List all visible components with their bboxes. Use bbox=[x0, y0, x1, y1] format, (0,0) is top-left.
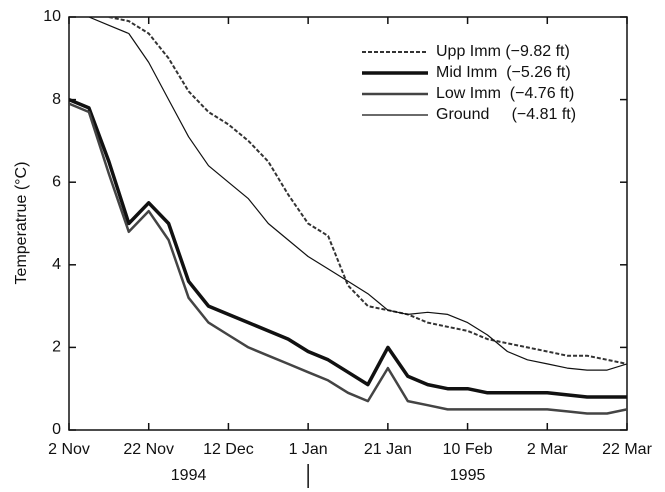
y-tick-label: 2 bbox=[52, 339, 61, 356]
year-label: 1995 bbox=[450, 467, 486, 484]
legend-label: Low Imm (−4.76 ft) bbox=[436, 85, 574, 102]
x-tick-label: 22 Nov bbox=[123, 441, 174, 458]
y-axis-label: Temperatrue (°C) bbox=[13, 162, 30, 285]
x-tick-label: 1 Jan bbox=[289, 441, 328, 458]
y-tick-label: 6 bbox=[52, 173, 61, 190]
y-tick-label: 8 bbox=[52, 91, 61, 108]
x-tick-label: 12 Dec bbox=[203, 441, 254, 458]
series-line bbox=[69, 102, 627, 415]
year-label: 1994 bbox=[171, 467, 207, 484]
y-tick-label: 0 bbox=[52, 421, 61, 438]
series-line bbox=[88, 17, 627, 371]
y-tick-label: 4 bbox=[52, 256, 61, 273]
series-line bbox=[69, 97, 627, 399]
legend-label: Ground (−4.81 ft) bbox=[436, 106, 576, 123]
legend-label: Upp Imm (−9.82 ft) bbox=[436, 43, 570, 60]
plot-area bbox=[69, 17, 627, 415]
x-tick-label: 2 Mar bbox=[527, 441, 569, 458]
y-tick-label: 10 bbox=[43, 8, 61, 25]
plot-frame bbox=[68, 16, 628, 431]
series-line bbox=[108, 17, 627, 365]
x-tick-label: 2 Nov bbox=[48, 441, 90, 458]
x-tick-label: 10 Feb bbox=[443, 441, 493, 458]
legend-label: Mid Imm (−5.26 ft) bbox=[436, 64, 571, 81]
x-tick-label: 21 Jan bbox=[364, 441, 412, 458]
x-tick-label: 22 Mar bbox=[602, 441, 652, 458]
